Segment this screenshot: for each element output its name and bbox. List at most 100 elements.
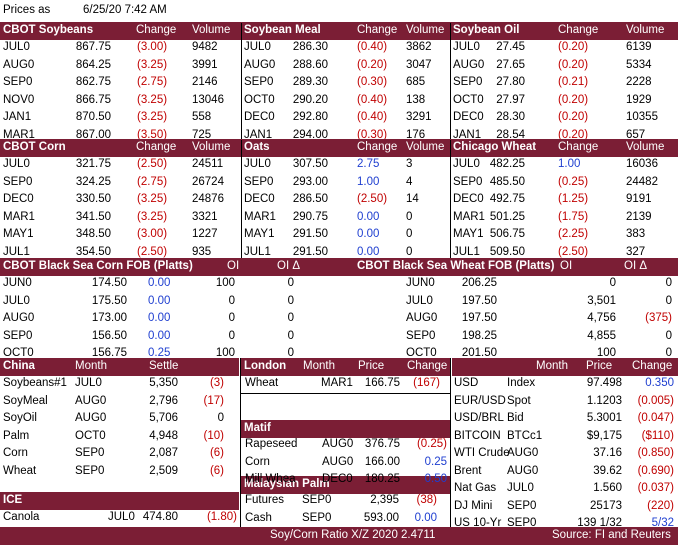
corn-volume-label: Volume: [192, 141, 231, 153]
price: 27.80: [496, 76, 525, 88]
contract-month: AUG0: [453, 58, 485, 71]
change: (0.850): [637, 447, 674, 459]
contract-month: AUG0: [507, 464, 539, 477]
price: 288.60: [292, 58, 328, 71]
bs-corn-oi-label: OI: [227, 260, 240, 272]
contract-month: JUL0: [75, 377, 102, 389]
contract-month: SEP0: [507, 517, 537, 529]
open-interest-change: 0: [287, 312, 294, 324]
price: 321.75: [75, 158, 111, 170]
price: 1.560: [593, 482, 622, 494]
price: 864.25: [75, 58, 111, 71]
volume: 3991: [192, 58, 218, 71]
price: 2,395: [370, 494, 399, 506]
volume: 0: [406, 210, 413, 223]
china-settle-label: Settle: [149, 360, 179, 372]
change: 2.75: [357, 158, 380, 170]
commodity-name: Soybeans#1: [3, 377, 67, 389]
contract-month: SEP0: [244, 76, 274, 88]
bs-wheat-oi-label: OI: [560, 260, 573, 272]
change: (3.50): [137, 128, 168, 141]
change: (0.20): [558, 111, 589, 123]
volume: 2146: [192, 76, 218, 88]
oil-volume-label: Volume: [626, 24, 665, 36]
market-name: USD/BRL: [454, 412, 504, 424]
change: 1.00: [558, 158, 581, 170]
bs-wheat-oi-delta-label: OI Δ: [624, 260, 648, 272]
volume: 0: [406, 228, 413, 240]
price: 166.00: [364, 455, 400, 468]
change: (6): [209, 447, 224, 459]
soybeans-title: CBOT Soybeans: [3, 24, 94, 36]
change: ($110): [641, 429, 674, 442]
contract-month: SEP0: [302, 494, 332, 506]
contract-month: SEP0: [453, 76, 483, 88]
soybeans-change-label: Change: [136, 24, 177, 36]
open-interest-change: 0: [665, 277, 672, 289]
matif-title: Matif: [244, 422, 271, 434]
change: 5/32: [651, 517, 674, 529]
wheat-title: Chicago Wheat: [453, 141, 537, 153]
volume: 24482: [626, 175, 658, 188]
contract-month: JUN0: [406, 277, 435, 289]
open-interest-change: 0: [287, 329, 294, 342]
change: (0.005): [637, 394, 674, 407]
volume: 176: [406, 128, 426, 141]
change: (0.037): [637, 482, 674, 494]
malaysian-title: Malaysian Palm: [244, 478, 330, 490]
price: 201.50: [461, 347, 497, 359]
contract-month: JUL0: [3, 41, 30, 53]
change: (167): [413, 377, 440, 389]
contract-month: JUL0: [453, 41, 480, 53]
price: 139 1/32: [577, 517, 622, 529]
change: (0.20): [558, 128, 589, 141]
matif-header: Matif: [241, 420, 450, 438]
price: 354.50: [75, 245, 111, 258]
price: $9,175: [586, 429, 622, 442]
price: 294.00: [292, 128, 328, 141]
commodity-name: SoyMeal: [3, 394, 48, 407]
wheat-volume-label: Volume: [626, 141, 665, 153]
price: 492.75: [489, 193, 525, 205]
price: 27.65: [496, 58, 525, 71]
corn-change-label: Change: [136, 141, 177, 153]
open-interest-change: (375): [645, 312, 672, 324]
contract-month: AUG0: [75, 412, 107, 424]
volume: 685: [406, 76, 426, 88]
change: (3.25): [137, 93, 168, 106]
change: 0: [217, 412, 224, 424]
change: (0.30): [357, 128, 388, 141]
volume: 26724: [192, 175, 224, 188]
price: 197.50: [461, 294, 497, 307]
price: 376.75: [364, 438, 400, 450]
change: (10): [203, 429, 224, 442]
contract-month: AUG0: [3, 58, 35, 71]
change: (0.047): [637, 412, 674, 424]
change: (0.20): [357, 58, 388, 71]
price: 28.30: [496, 111, 525, 123]
meal-volume-label: Volume: [406, 24, 445, 36]
china-month-label: Month: [75, 360, 107, 372]
contract-month: DEC0: [453, 111, 484, 123]
volume: 0: [406, 245, 413, 258]
contract-month: DEC0: [244, 193, 275, 205]
column-divider: [241, 140, 242, 263]
contract-month: DEC0: [244, 111, 275, 123]
contract-month: SEP0: [3, 175, 33, 188]
ice-title: ICE: [3, 494, 23, 506]
contract-month: SEP0: [453, 175, 483, 188]
contract-month: SEP0: [507, 499, 537, 512]
change: (3.25): [137, 193, 168, 205]
change: (3.00): [137, 228, 168, 240]
change: (0.40): [357, 93, 388, 106]
contract-month: OCT0: [3, 347, 34, 359]
change: 0.25: [148, 347, 171, 359]
volume: 24876: [192, 193, 224, 205]
market-name: DJ Mini: [454, 499, 493, 512]
commodity-name: Canola: [3, 511, 40, 523]
change: 0.00: [357, 245, 380, 258]
change: (0.25): [416, 438, 447, 450]
meal-change-label: Change: [357, 24, 398, 36]
volume: 935: [192, 245, 212, 258]
oats-volume-label: Volume: [406, 141, 445, 153]
